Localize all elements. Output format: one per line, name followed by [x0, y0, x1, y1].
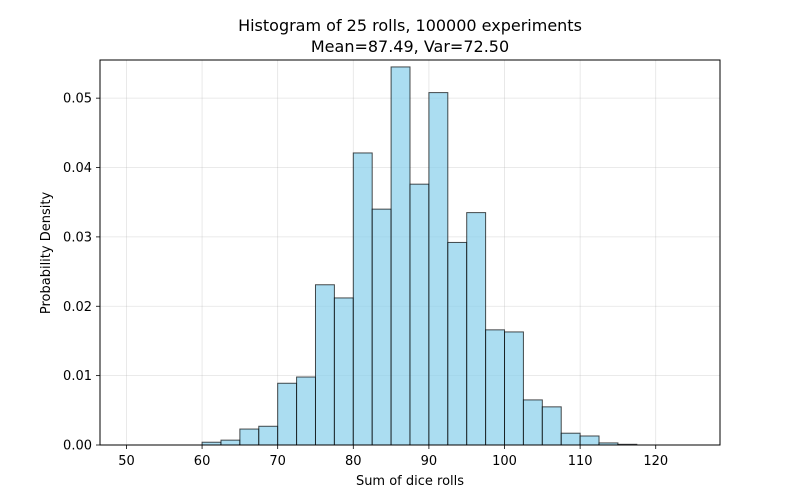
x-tick-label: 100: [492, 454, 517, 469]
histogram-bar: [390, 66, 411, 446]
plot-area-frame: [99, 59, 721, 446]
histogram-bar: [428, 92, 449, 446]
histogram-bar: [409, 183, 430, 446]
x-tick-label: 50: [118, 454, 135, 469]
x-axis-label: Sum of dice rolls: [356, 474, 464, 489]
histogram-bar: [333, 297, 354, 446]
y-tick-label: 0.01: [63, 369, 92, 384]
x-tick-label: 90: [421, 454, 438, 469]
histogram-bar: [239, 428, 260, 446]
histogram-bar: [466, 212, 487, 446]
y-axis-label: Probability Density: [39, 192, 54, 315]
histogram-bar: [352, 152, 373, 446]
y-tick-label: 0.03: [63, 230, 92, 245]
y-tick-label: 0.00: [63, 439, 92, 454]
chart-title: Histogram of 25 rolls, 100000 experiment…: [238, 16, 582, 35]
histogram-bar: [314, 284, 335, 446]
histogram-bar: [296, 376, 316, 446]
histogram-bar: [258, 425, 279, 446]
histogram-bar: [504, 331, 524, 446]
x-tick-label: 110: [568, 454, 593, 469]
histogram-bar: [371, 208, 392, 446]
y-axis-ticks: 0.00 0.01 0.02 0.03 0.04 0.05: [63, 92, 100, 454]
histogram-bar: [579, 435, 600, 446]
histogram-bar: [560, 432, 581, 446]
x-tick-label: 60: [194, 454, 211, 469]
histogram-bar: [522, 399, 543, 446]
histogram-bar: [485, 329, 506, 446]
histogram-bar: [277, 382, 298, 446]
histogram-bar: [541, 406, 562, 446]
x-tick-label: 120: [643, 454, 668, 469]
y-tick-label: 0.04: [63, 161, 92, 176]
histogram-bar: [447, 241, 468, 446]
x-axis-ticks: 50 60 70 80 90 100 110 120: [118, 445, 668, 469]
x-tick-label: 80: [345, 454, 362, 469]
y-tick-label: 0.02: [63, 300, 92, 315]
histogram-bars: [201, 66, 638, 446]
chart-subtitle: Mean=87.49, Var=72.50: [311, 37, 509, 56]
histogram-bar: [220, 439, 241, 446]
x-tick-label: 70: [269, 454, 286, 469]
y-tick-label: 0.05: [63, 92, 92, 107]
